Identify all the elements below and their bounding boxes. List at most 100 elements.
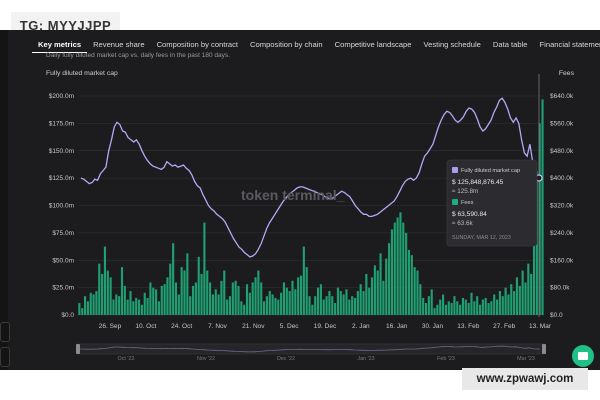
x-tick-label: 13. Mar [529,323,552,330]
fee-bar [132,301,135,315]
navigator-labels: Oct '22 Nov '22 Dec '22 Jan '23 Feb '23 Mar '… [118,356,535,362]
fee-bar [245,284,249,315]
tooltip-series2-approx: ≈ 63.6k [452,220,473,227]
fee-bar [388,243,391,315]
tooltip-series1-value: $ 125,848,876.45 [452,179,504,186]
chart-svg[interactable]: $0.0 $25.0m $50.0m $75.0m $100.0m $125.0m $150… [8,30,600,370]
fee-bar [351,296,354,315]
fee-bar [209,282,212,315]
tab-composition-by-chain[interactable]: Composition by chain [250,40,323,49]
fee-bar [277,299,280,315]
fee-bar [424,303,428,315]
fee-bar [373,265,376,315]
fee-bar [92,294,95,315]
fee-bar [280,292,283,315]
series1-swatch [452,167,458,173]
fee-bar [461,297,465,315]
fee-bar [297,277,300,315]
tab-key-metrics[interactable]: Key metrics [32,40,88,53]
right-axis-title: Fees [558,70,574,77]
range-navigator[interactable]: Oct '22 Nov '22 Dec '22 Jan '23 Feb '23 Mar '… [76,343,546,362]
fee-bar [180,267,183,315]
fee-bar [157,301,161,315]
fee-bar [453,296,456,315]
fee-bar [353,297,357,315]
x-axis-ticks: 26. Sep 10. Oct 24. Oct 7. Nov 21. Nov 5. Dec… [99,323,552,330]
navigator-handle-right[interactable] [542,344,546,354]
fee-bar [260,282,263,315]
fee-bar [393,222,396,315]
fee-bar [234,280,237,315]
fee-bar [368,287,371,315]
site-watermark: www.zpwawj.com [462,368,588,390]
fee-bar [206,270,209,315]
navigator-label: Dec '22 [277,356,295,362]
navigator-label: Feb '23 [437,356,455,362]
fee-bar [316,287,320,315]
fee-bar [143,292,146,315]
fee-bar [240,301,243,315]
chart-subtitle: Daily fully diluted market cap vs. daily… [46,52,230,59]
navigator-label: Jan '23 [357,356,374,362]
fee-bar [123,285,126,315]
fee-bar [342,294,345,315]
navigator-handle-left[interactable] [76,344,80,354]
tooltip-series1-approx: ≈ 125.8m [452,188,478,195]
fee-bar [413,267,416,315]
fee-bar [481,299,484,315]
fee-bar [513,291,516,315]
right-tick-label: $480.0k [550,148,574,155]
fee-bar [356,291,359,315]
tab-bar: Key metrics Revenue share Composition by c… [32,40,600,53]
fee-bar [294,289,297,315]
left-tick-label: $200.0m [49,93,74,100]
fee-bar [231,282,234,315]
fee-bar [183,270,186,315]
fee-bar [487,303,490,315]
left-tick-label: $125.0m [49,175,74,182]
fee-bar [476,296,479,315]
fee-bar [274,297,277,315]
fee-bar [189,296,192,315]
rail-button-1[interactable] [0,322,10,342]
x-tick-label: 30. Jan [422,323,444,330]
fee-bar [194,282,197,315]
fee-bar [211,294,214,315]
rail-button-2[interactable] [0,347,10,367]
fee-bar [314,296,317,315]
fee-bar [359,284,362,315]
fee-bar [334,303,337,315]
x-tick-label: 24. Oct [171,323,192,330]
fee-bar [459,304,462,315]
fee-bar [504,287,507,315]
fee-bar [376,270,379,315]
fee-bar [515,277,519,315]
tab-composition-by-contract[interactable]: Composition by contract [156,40,239,49]
fee-bar [169,263,172,315]
chart-tooltip: Fully diluted market cap $ 125,848,876.4… [446,159,538,247]
chat-button[interactable] [572,345,594,367]
fee-bar [532,229,536,315]
fee-bar [228,296,232,315]
left-tick-label: $100.0m [49,203,74,210]
fee-bar [152,287,155,315]
fee-bar [450,303,453,315]
fee-bar [362,291,365,315]
fee-bar [541,99,544,315]
tab-competitive-landscape[interactable]: Competitive landscape [334,40,412,49]
tab-vesting-schedule[interactable]: Vesting schedule [423,40,481,49]
chart-panel: Key metrics Revenue share Composition by c… [8,30,600,370]
fee-bar [257,270,260,315]
fee-bar [521,270,524,315]
fee-bar [83,296,87,315]
tab-data-table[interactable]: Data table [492,40,528,49]
fee-bar [495,299,499,315]
tab-revenue-share[interactable]: Revenue share [93,40,145,49]
left-tick-label: $75.0m [52,230,74,237]
fee-bar [268,291,271,315]
fee-bar [282,282,286,315]
fee-bar [379,253,382,315]
fee-bar [467,303,470,315]
tab-financial-statement[interactable]: Financial statement [539,40,600,49]
left-rail [0,30,10,370]
